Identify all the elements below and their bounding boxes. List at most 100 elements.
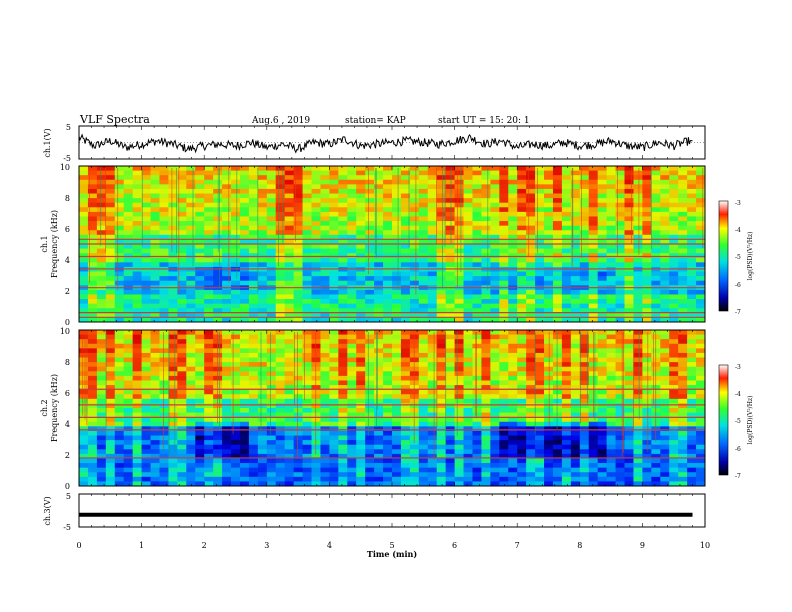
spectrogram-cell (445, 449, 455, 455)
spectrogram-cell (204, 248, 214, 254)
spectrogram-cell (123, 312, 134, 318)
spectrogram-cell (275, 184, 286, 190)
spectrogram-cell (204, 440, 214, 446)
spectrogram-cell (347, 230, 357, 236)
spectrogram-cell (96, 170, 107, 176)
spectrogram-cell (383, 166, 393, 171)
spectrogram-cell (490, 362, 500, 368)
spectrogram-cell (633, 343, 643, 349)
spectrogram-cell (418, 352, 429, 358)
spectrogram-cell (526, 408, 536, 413)
spectrogram-cell (678, 330, 688, 335)
spectrogram-cell (302, 221, 312, 227)
spectrogram-cell (293, 166, 303, 171)
spectrogram-cell (231, 357, 241, 363)
spectrogram-cell (588, 179, 599, 185)
spectrogram-cell (141, 458, 151, 464)
spectrogram-cell (517, 339, 527, 345)
spectrogram-cell (248, 389, 259, 395)
spectrogram-cell (320, 463, 330, 469)
spectrogram-cell (606, 481, 616, 487)
spectrogram-cell (517, 221, 527, 227)
spectrogram-cell (356, 412, 366, 418)
spectrogram-cell (660, 444, 670, 450)
spectrogram-cell (570, 412, 581, 418)
spectrogram-cell (79, 330, 89, 335)
spectrogram-cell (409, 193, 420, 199)
spectrogram-cell (365, 308, 375, 314)
spectrogram-cell (114, 239, 125, 245)
spectrogram-cell (517, 317, 527, 323)
spectrogram-cell (615, 225, 625, 231)
spectrogram-cell (660, 412, 670, 418)
spectrogram-cell (696, 244, 706, 249)
spectrogram-cell (302, 257, 312, 263)
spectrogram-cell (597, 202, 608, 208)
spectrogram-cell (374, 188, 384, 194)
spectrogram-cell (141, 348, 151, 354)
spectrogram-cell (597, 449, 608, 455)
spectrogram-cell (508, 472, 518, 478)
spectrogram-cell (159, 299, 169, 305)
spectrogram-cell (606, 193, 616, 199)
spectrogram-cell (320, 244, 330, 249)
spectrogram-cell (544, 244, 554, 249)
spectrogram-cell (204, 312, 214, 318)
spectrogram-cell (329, 188, 339, 194)
spectrogram-cell (266, 440, 277, 446)
spectrogram-cell (624, 188, 634, 194)
spectrogram-cell (177, 449, 187, 455)
spectrogram-cell (275, 202, 286, 208)
spectrogram-cell (517, 248, 527, 254)
spectrogram-cell (606, 330, 616, 335)
spectrogram-cell (123, 216, 134, 222)
spectrogram-cell (517, 202, 527, 208)
spectrogram-cell (356, 417, 366, 423)
spectrogram-cell (517, 408, 527, 413)
spectrogram-cell (347, 312, 357, 318)
spectrogram-cell (114, 276, 125, 282)
spectrogram-cell (633, 211, 643, 217)
spectrogram-cell (570, 170, 581, 176)
spectrogram-cell (123, 348, 134, 354)
spectrogram-cell (168, 453, 178, 459)
spectrogram-cell (79, 440, 89, 446)
spectrogram-cell (392, 207, 402, 213)
spectrogram-cell (454, 253, 464, 259)
spectrogram-cell (222, 449, 232, 455)
spectrogram-cell (132, 303, 142, 309)
spectrogram-cell (239, 343, 250, 349)
spectrogram-cell (400, 408, 411, 413)
spectrogram-cell (660, 426, 670, 432)
spectrogram-cell (669, 271, 679, 277)
spectrogram-cell (606, 472, 616, 478)
spectrogram-cell (123, 166, 134, 171)
spectrogram-cell (409, 188, 420, 194)
spectrogram-cell (588, 472, 599, 478)
spectrogram-cell (248, 193, 259, 199)
spectrogram-cell (302, 339, 312, 345)
spectrogram-cell (597, 257, 608, 263)
spectrogram-cell (195, 472, 205, 478)
spectrogram-cell (96, 481, 107, 487)
spectrogram-cell (481, 458, 491, 464)
spectrogram-cell (445, 179, 455, 185)
spectrogram-cell (508, 230, 518, 236)
spectrogram-cell (400, 202, 411, 208)
spectrogram-cell (642, 334, 652, 340)
spectrogram-cell (642, 394, 652, 400)
spectrogram-cell (374, 463, 384, 469)
spectrogram-cell (678, 421, 688, 427)
spectrogram-cell (490, 408, 500, 413)
spectrogram-cell (87, 207, 98, 213)
spectrogram-cell (311, 198, 321, 204)
spectrogram-cell (597, 481, 608, 487)
spectrogram-cell (678, 248, 688, 254)
spectrogram-cell (615, 289, 625, 295)
spectrogram-cell (284, 334, 295, 340)
spectrogram-cell (392, 467, 402, 473)
spectrogram-cell (374, 198, 384, 204)
spectrogram-cell (436, 207, 447, 213)
spectrogram-cell (177, 317, 187, 323)
spectrogram-cell (687, 426, 697, 432)
